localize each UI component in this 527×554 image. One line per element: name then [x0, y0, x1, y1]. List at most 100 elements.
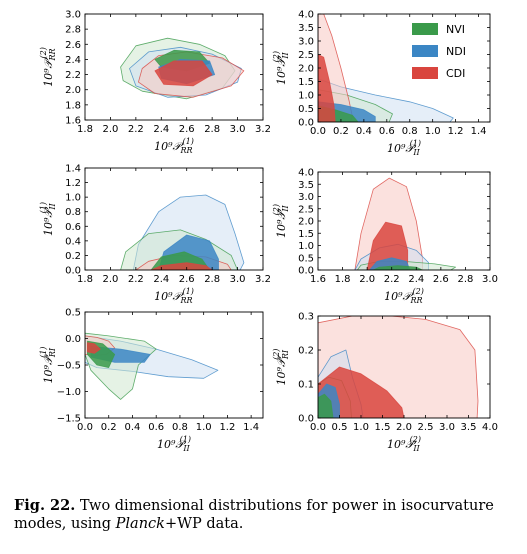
y-tick-label: 0.0 [65, 266, 81, 277]
y-tick-label: 3.0 [65, 10, 81, 21]
y-tick-label: 3.0 [298, 192, 314, 203]
y-tick-label: 0.3 [298, 312, 314, 323]
x-tick-label: 1.6 [310, 274, 326, 285]
x-axis-label-sub: RR [179, 296, 192, 305]
x-tick-label: 0.0 [77, 422, 93, 433]
y-tick-label: 1.8 [65, 100, 81, 111]
y-tick-label: 0.0 [298, 118, 314, 129]
y-tick-label: 1.5 [298, 229, 314, 240]
cdi-inner-contour [318, 54, 336, 122]
x-tick-label: 1.0 [425, 126, 441, 137]
y-tick-label: 1.5 [298, 77, 314, 88]
x-tick-label: 2.2 [128, 124, 144, 135]
y-axis-label-sup: (2) [39, 47, 48, 58]
x-tick-label: 1.2 [448, 126, 464, 137]
x-axis-label: 10⁹𝒫RR(2) [384, 287, 424, 305]
x-tick-label: 2.2 [128, 274, 144, 285]
x-tick-label: 2.8 [457, 274, 473, 285]
y-tick-label: 2.8 [65, 25, 81, 36]
figure-caption: Fig. 22. Two dimensional distributions f… [14, 497, 514, 533]
y-axis-label-base: 10⁹𝒫 [275, 356, 288, 385]
y-axis-label-sup: (2) [272, 51, 281, 62]
panel-p5: 0.0 0.2 0.4 0.6 0.8 1.0 1.2 1.4 −1.5 −1.0 −0.5 0.0 0… [39, 308, 264, 453]
y-tick-label: −1.5 [57, 414, 81, 425]
y-tick-label: 1.0 [65, 193, 81, 204]
y-axis-label-base: 10⁹𝒫 [42, 57, 55, 86]
x-axis-label-sup: (1) [183, 137, 194, 146]
legend-label-ndi: NDI [446, 45, 466, 58]
x-tick-label: 1.2 [219, 422, 235, 433]
y-axis-label-sub: RR [48, 48, 57, 61]
panel-p2: 0.0 0.2 0.4 0.6 0.8 1.0 1.2 1.4 0.0 0.5 1.0 1.5 2.0 2… [272, 10, 491, 157]
x-tick-label: 3.2 [255, 124, 271, 135]
x-axis-label-sub: II [412, 148, 420, 157]
x-tick-label: 0.2 [333, 126, 349, 137]
y-axis-label-base: 10⁹𝒫 [275, 56, 288, 85]
y-axis-label: 10⁹𝒫II(2) [272, 51, 290, 85]
x-tick-label: 2.0 [359, 274, 375, 285]
y-axis-label: 10⁹𝒫RI(2) [272, 349, 290, 386]
caption-text: Two dimensional distributions for power … [14, 498, 494, 532]
x-tick-label: 2.0 [102, 274, 118, 285]
x-tick-label: 0.0 [310, 126, 326, 137]
x-axis-label-sup: (2) [410, 435, 421, 444]
legend-label-nvi: NVI [446, 23, 465, 36]
x-tick-label: 1.0 [196, 422, 212, 433]
x-tick-label: 4.0 [482, 422, 498, 433]
legend-swatch-cdi [412, 67, 438, 79]
nvi-inner-contour [372, 265, 423, 270]
legend-swatch-nvi [412, 23, 438, 35]
axes-frame [84, 167, 264, 271]
x-tick-label: 2.0 [396, 422, 412, 433]
y-tick-label: 1.2 [65, 178, 81, 189]
x-tick-label: 2.6 [179, 124, 195, 135]
y-axis-label-sub: II [281, 52, 290, 60]
x-tick-label: 3.0 [230, 124, 246, 135]
y-axis-label-sub: RI [281, 349, 290, 360]
y-tick-label: 2.0 [298, 64, 314, 75]
x-tick-label: 2.8 [204, 274, 220, 285]
x-axis-label: 10⁹𝒫RR(1) [154, 137, 194, 155]
x-tick-label: 0.5 [332, 422, 348, 433]
x-tick-label: 1.4 [471, 126, 487, 137]
x-tick-label: 2.4 [408, 274, 424, 285]
x-tick-label: 3.0 [439, 422, 455, 433]
panel-p6: 0.0 0.5 1.0 1.5 2.0 2.5 3.0 3.5 4.0 0.0 0.1 0.2 0.3 1… [272, 312, 498, 454]
nvi-inner-contour [318, 393, 334, 418]
x-tick-label: 1.4 [243, 422, 259, 433]
y-tick-label: 1.6 [65, 116, 81, 127]
legend-swatch-ndi [412, 45, 438, 57]
y-tick-label: 2.0 [65, 85, 81, 96]
x-tick-label: 2.0 [102, 124, 118, 135]
x-axis-label-base: 10⁹𝒫 [387, 142, 416, 155]
x-axis-label-sub: II [182, 444, 190, 453]
y-axis-label: 10⁹𝒫II(1) [39, 202, 57, 236]
panel-p1: 1.8 2.0 2.2 2.4 2.6 2.8 3.0 3.21.61.82.02.22.42… [39, 10, 271, 156]
y-tick-label: 0.0 [298, 414, 314, 425]
x-tick-label: 0.6 [379, 126, 395, 137]
y-axis-label: 10⁹𝒫II(2) [272, 204, 290, 238]
y-tick-label: 0.0 [298, 266, 314, 277]
x-tick-label: 3.0 [482, 274, 498, 285]
x-tick-label: 0.2 [101, 422, 117, 433]
contours-p6 [318, 316, 479, 418]
cdi-inner-contour [366, 221, 409, 270]
x-tick-label: 3.5 [461, 422, 477, 433]
y-tick-label: 2.6 [65, 40, 81, 51]
y-tick-label: 3.0 [298, 37, 314, 48]
y-axis-label: 10⁹𝒫RI(1) [39, 347, 57, 384]
x-tick-label: 3.0 [230, 274, 246, 285]
y-axis-label-sub: RI [48, 347, 57, 358]
x-axis-label-sub: RR [409, 296, 422, 305]
y-tick-label: 2.0 [298, 217, 314, 228]
contours-p4 [354, 177, 456, 270]
legend: NVI NDI CDI [412, 23, 466, 80]
contours-p3 [120, 194, 245, 270]
x-tick-label: 2.8 [204, 124, 220, 135]
y-axis-label-base: 10⁹𝒫 [42, 207, 55, 236]
y-tick-label: 2.5 [298, 204, 314, 215]
y-tick-label: 0.5 [65, 308, 81, 319]
x-axis-label: 10⁹𝒫RR(1) [154, 287, 194, 305]
panel-p3: 1.8 2.0 2.2 2.4 2.6 2.8 3.0 3.2 0.0 0.2 0.4 0.6 0.8 1… [39, 164, 271, 306]
x-axis-label-base: 10⁹𝒫 [387, 438, 416, 451]
